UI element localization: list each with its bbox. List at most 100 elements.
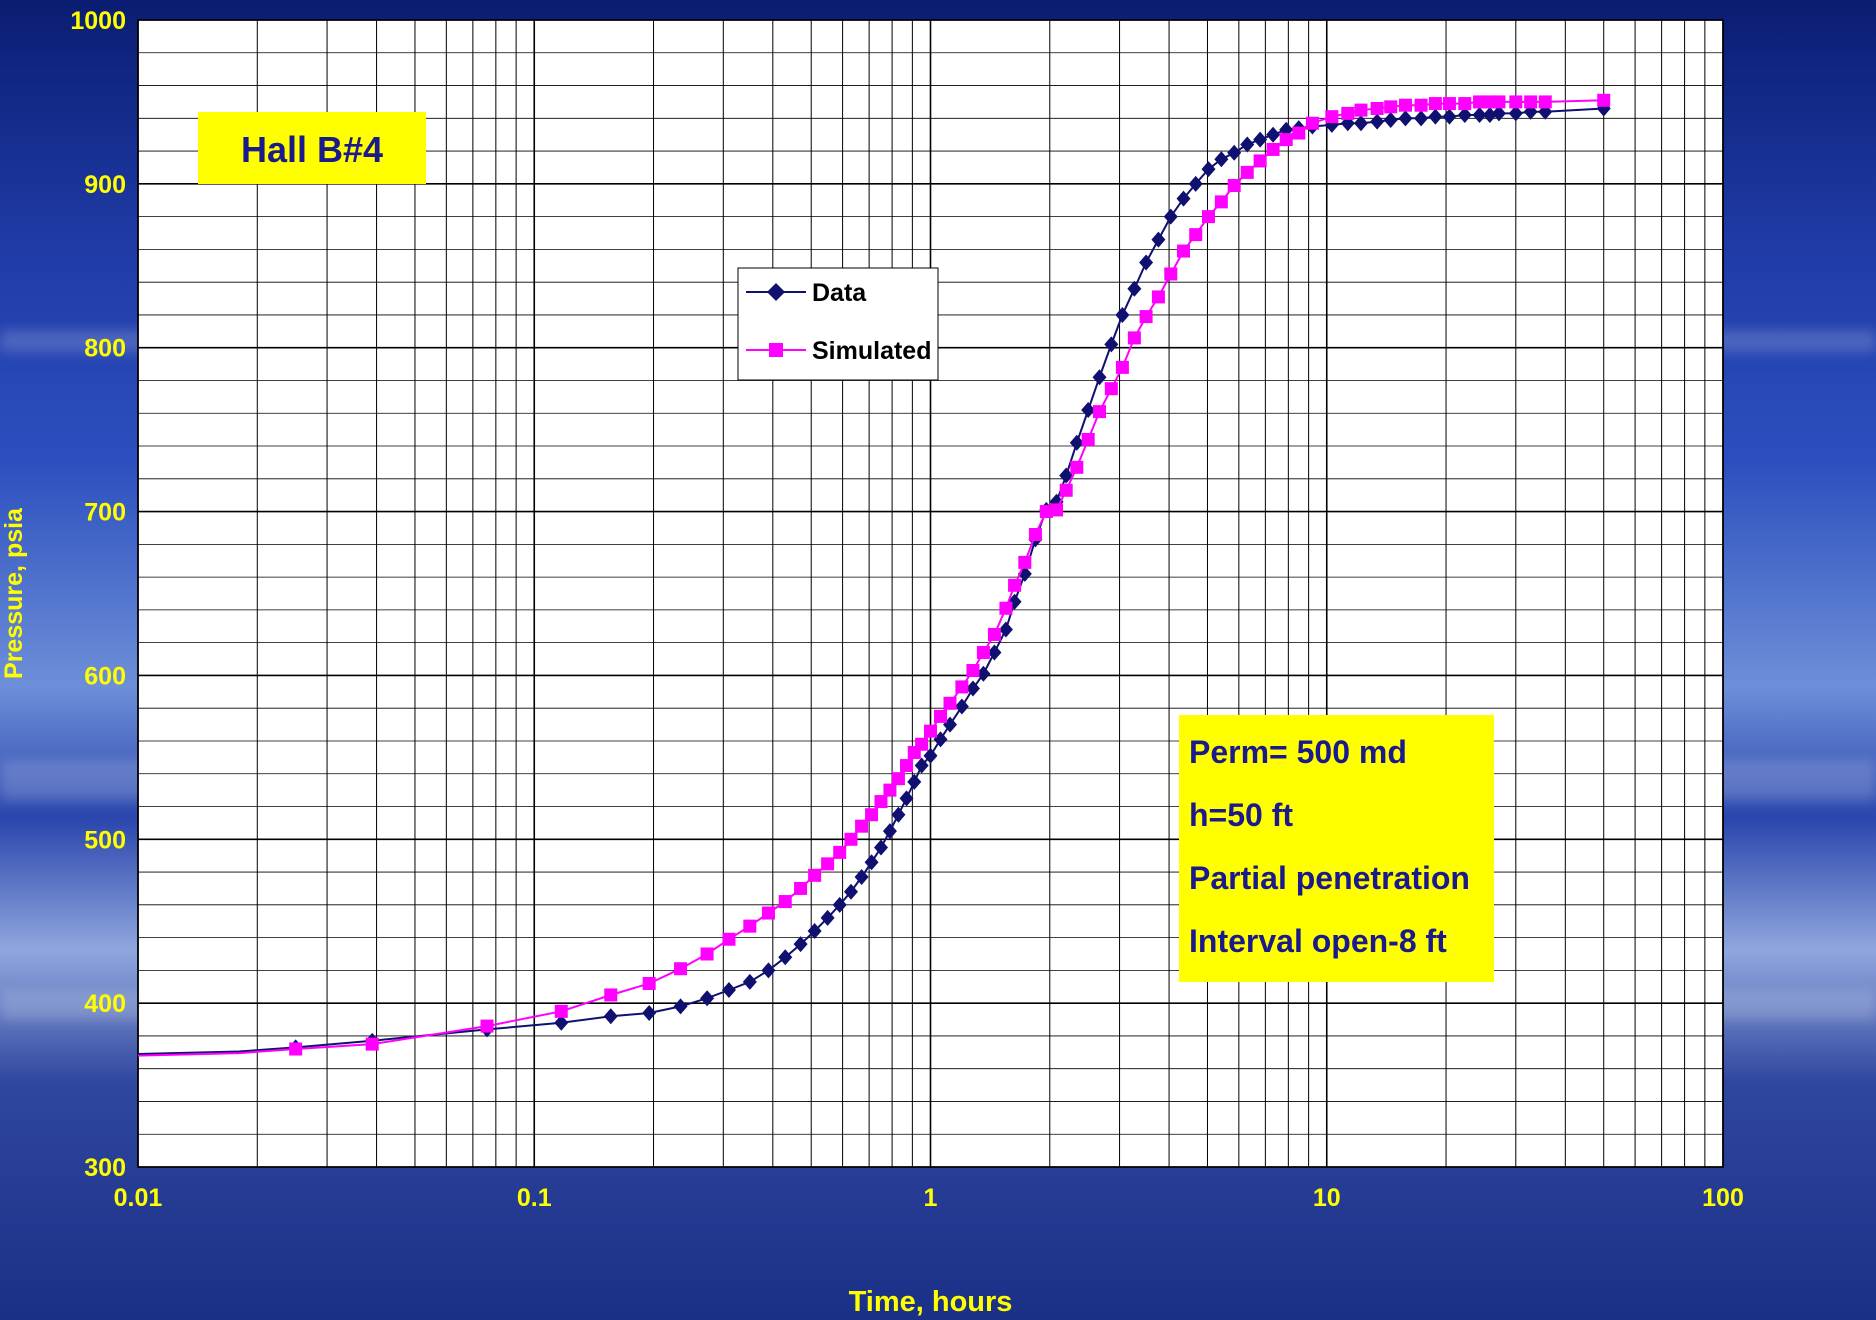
simulated-point bbox=[1189, 228, 1203, 242]
data-point bbox=[1104, 336, 1119, 353]
simulated-point bbox=[1240, 165, 1254, 179]
x-tick-label: 0.01 bbox=[114, 1184, 163, 1212]
data-point bbox=[1482, 107, 1497, 124]
simulated-point bbox=[1081, 432, 1095, 446]
data-point bbox=[1069, 434, 1084, 451]
y-tick-label: 600 bbox=[84, 662, 126, 690]
data-point bbox=[1176, 190, 1191, 207]
data-point bbox=[1491, 105, 1506, 122]
simulated-point bbox=[955, 680, 969, 694]
series-data bbox=[137, 100, 1611, 1056]
data-point bbox=[1059, 467, 1074, 484]
data-point bbox=[899, 790, 914, 807]
simulated-point bbox=[1473, 95, 1487, 109]
simulated-point bbox=[778, 895, 792, 909]
simulated-point bbox=[1070, 460, 1084, 474]
data-point bbox=[965, 680, 980, 697]
y-tick-label: 900 bbox=[84, 171, 126, 199]
simulated-point bbox=[1151, 290, 1165, 304]
legend-data-label: Data bbox=[812, 279, 867, 307]
data-point bbox=[832, 896, 847, 913]
simulated-point bbox=[1127, 331, 1141, 345]
simulated-point bbox=[1177, 244, 1191, 258]
data-point bbox=[820, 909, 835, 926]
series-simulated bbox=[137, 93, 1611, 1057]
data-point bbox=[998, 621, 1013, 638]
simulated-point bbox=[808, 868, 822, 882]
simulated-point bbox=[1370, 101, 1384, 115]
param-h: h=50 ft bbox=[1189, 797, 1293, 833]
x-tick-label: 0.1 bbox=[517, 1184, 552, 1212]
y-tick-label: 400 bbox=[84, 990, 126, 1018]
simulated-point bbox=[674, 962, 688, 976]
simulated-point bbox=[924, 724, 937, 738]
data-point bbox=[882, 823, 897, 840]
y-tick-label: 700 bbox=[84, 499, 126, 527]
data-point bbox=[1457, 107, 1472, 124]
simulated-point bbox=[1305, 116, 1319, 130]
data-point bbox=[778, 949, 793, 966]
simulated-point bbox=[554, 1004, 568, 1018]
data-point bbox=[843, 883, 858, 900]
data-point bbox=[873, 839, 888, 856]
simulated-point bbox=[844, 832, 858, 846]
simulated-point bbox=[855, 819, 869, 833]
simulated-point bbox=[1354, 103, 1368, 117]
data-point bbox=[1266, 126, 1281, 143]
data-point bbox=[1092, 369, 1107, 386]
simulated-point bbox=[1214, 195, 1228, 209]
simulated-point bbox=[1266, 142, 1280, 156]
data-point bbox=[1115, 306, 1130, 323]
data-point bbox=[907, 773, 922, 790]
legend-simulated-label: Simulated bbox=[812, 337, 931, 365]
x-axis-ticks: 0.01 0.1 1 10 100 bbox=[114, 1184, 1744, 1212]
data-point bbox=[1163, 208, 1178, 225]
y-axis-label: Pressure, psia bbox=[0, 507, 28, 679]
data-point bbox=[642, 1004, 657, 1021]
simulated-point bbox=[743, 919, 757, 933]
simulated-point bbox=[1414, 98, 1428, 112]
data-point bbox=[1081, 401, 1096, 418]
data-point bbox=[1472, 107, 1487, 124]
simulated-point bbox=[1227, 178, 1241, 192]
data-point bbox=[954, 698, 969, 715]
legend-simulated-marker bbox=[769, 343, 783, 357]
simulated-point bbox=[1442, 97, 1456, 111]
param-penetration: Partial penetration bbox=[1189, 860, 1470, 896]
simulated-point bbox=[1039, 505, 1053, 519]
simulated-point bbox=[1139, 310, 1153, 324]
simulated-point bbox=[1292, 126, 1306, 140]
data-point bbox=[1127, 280, 1142, 297]
simulated-point bbox=[1164, 267, 1178, 281]
legend-data-marker bbox=[767, 283, 785, 301]
simulated-point bbox=[722, 932, 736, 946]
y-tick-label: 1000 bbox=[70, 7, 126, 35]
simulated-point bbox=[1428, 97, 1442, 111]
simulated-point bbox=[1059, 483, 1073, 497]
data-point bbox=[1414, 110, 1429, 127]
data-point bbox=[1151, 231, 1166, 248]
simulated-point bbox=[1384, 100, 1398, 114]
simulated-point bbox=[915, 737, 929, 751]
simulated-point bbox=[1597, 93, 1611, 107]
parameters-box: Perm= 500 md h=50 ft Partial penetration… bbox=[1179, 715, 1494, 982]
well-name-box: Hall B#4 bbox=[198, 112, 426, 184]
data-point bbox=[1353, 115, 1368, 132]
data-point bbox=[721, 982, 736, 999]
simulated-point bbox=[833, 845, 847, 859]
simulated-point bbox=[1115, 360, 1129, 374]
x-axis-label: Time, hours bbox=[849, 1286, 1013, 1318]
data-point bbox=[673, 998, 688, 1015]
simulated-point bbox=[1509, 95, 1523, 109]
simulated-point bbox=[934, 709, 948, 723]
y-tick-label: 800 bbox=[84, 335, 126, 363]
data-point bbox=[1214, 151, 1229, 168]
data-point bbox=[1383, 111, 1398, 128]
simulated-point bbox=[883, 783, 897, 797]
param-perm: Perm= 500 md bbox=[1189, 734, 1407, 770]
data-point bbox=[854, 868, 869, 885]
simulated-point bbox=[1325, 110, 1339, 124]
simulated-point bbox=[865, 808, 879, 822]
data-point bbox=[742, 973, 757, 990]
